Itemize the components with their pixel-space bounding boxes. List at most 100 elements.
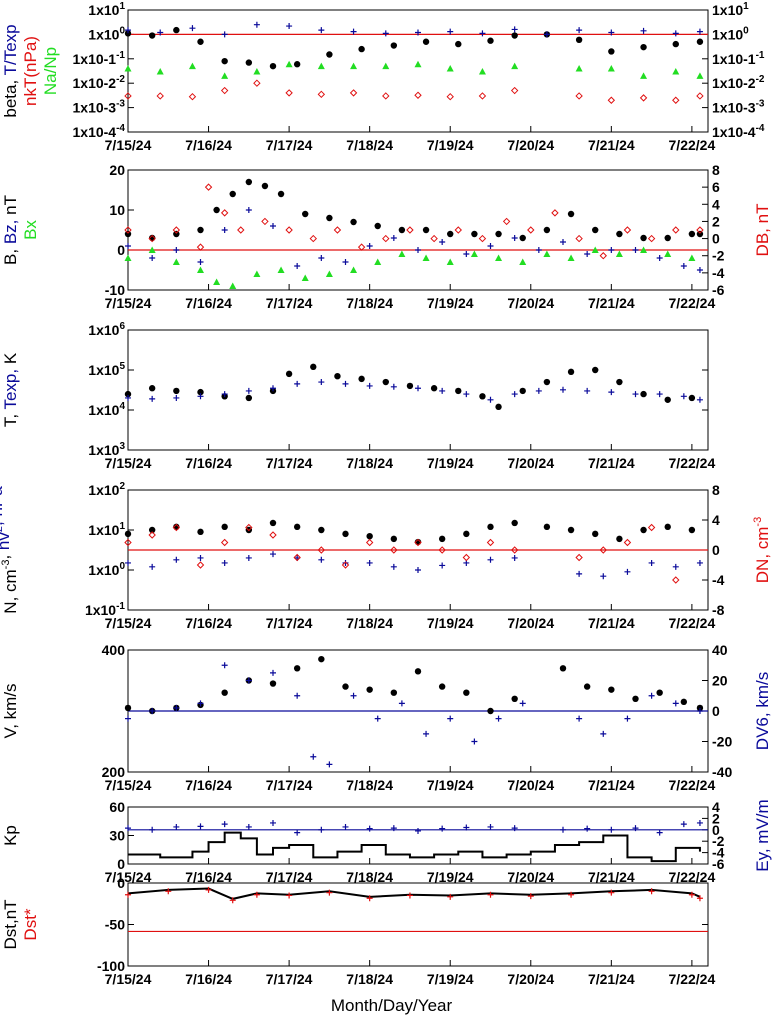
- p1-series-1-point: [479, 30, 486, 37]
- p1-series-1-point: [350, 28, 357, 35]
- p1-y2tick-label: 1x10-1-1: [712, 50, 765, 67]
- p2-xtick-label: 7/19/24: [427, 295, 474, 311]
- p5-y2tick-label: -40: [712, 764, 732, 780]
- p2-series-0-point: [245, 178, 253, 186]
- p1-series-3-point: [640, 72, 648, 79]
- p6-series-1-point: [463, 824, 470, 831]
- p7-series-0-line: [127, 887, 701, 900]
- p4-xtick-label: 7/19/24: [427, 615, 474, 631]
- p3-series-1-point: [366, 382, 373, 389]
- p2-series-3-point: [551, 209, 559, 217]
- p3-series-0-point: [479, 393, 486, 400]
- p2-series-2-point: [213, 278, 221, 285]
- p6-series-1-point: [560, 826, 566, 833]
- p1-ytick-label: 1x10-1-1: [73, 50, 126, 67]
- p3-series-1-point: [439, 387, 446, 394]
- p4-series-0-point: [293, 523, 301, 531]
- p4-series-0-point: [511, 519, 518, 527]
- p1-series-3-point: [607, 65, 615, 72]
- p1-frame: [127, 9, 709, 133]
- p4-ytick-label: 1x100: [88, 561, 125, 578]
- p5-series-1-point: [125, 715, 131, 722]
- p1-series-3-point: [382, 62, 390, 70]
- p2-series-3-point: [430, 234, 438, 243]
- p3-xtick-label: 7/15/24: [105, 455, 152, 471]
- p1-series-2-point: [382, 92, 390, 100]
- p2-series-3-point: [454, 226, 462, 234]
- p2-series-1-point: [197, 259, 204, 265]
- p2-series-0-point: [374, 222, 381, 230]
- p6-series-1-point: [487, 823, 494, 830]
- p6-xtick-label: 7/19/24: [427, 869, 474, 885]
- p1-series-3-point: [696, 72, 704, 79]
- p2-series-2-point: [197, 266, 204, 273]
- p5-series-0-point: [269, 680, 277, 687]
- p7-ylabel2: Dst*: [21, 908, 40, 941]
- p4-series-0-point: [390, 535, 398, 543]
- p1-series-1-point: [576, 27, 583, 34]
- p6-series-1-point: [294, 829, 301, 836]
- p5-xtick-label: 7/19/24: [427, 777, 474, 793]
- p5-series-0-point: [293, 665, 301, 672]
- p4-series-0-point: [438, 535, 446, 543]
- p6-series-1-point: [245, 823, 252, 830]
- p4-series-2-point: [599, 546, 607, 554]
- p1-series-1-point: [125, 27, 131, 34]
- p1-series-0-point: [575, 36, 583, 44]
- p7-series-1-point: [447, 893, 454, 900]
- p1-series-2-point: [607, 96, 616, 104]
- p3-series-0-point: [406, 382, 414, 390]
- p5-xtick-label: 7/18/24: [346, 777, 393, 793]
- p3-series-1-point: [390, 383, 397, 390]
- p3-series-0-point: [455, 387, 462, 395]
- p3-ytick-label: 1x103: [88, 441, 125, 458]
- p6-series-1-point: [608, 826, 615, 833]
- p6-xtick-label: 7/22/24: [669, 869, 716, 885]
- p2-series-1-point: [439, 239, 446, 245]
- p5-series-1-point: [326, 761, 333, 768]
- p6-y2tick-label: 2: [712, 810, 720, 826]
- p7-xtick-label: 7/16/24: [185, 971, 232, 987]
- p4-series-1-point: [173, 556, 180, 563]
- p3-series-1-point: [656, 391, 663, 398]
- p2-series-2-point: [615, 250, 623, 257]
- p3-series-0-point: [543, 378, 551, 386]
- p2-series-3-point: [599, 252, 607, 260]
- p2-series-1-point: [318, 255, 325, 261]
- p1-series-3-point: [285, 60, 293, 68]
- p3-series-0-point: [173, 387, 180, 395]
- p1-series-2-point: [672, 96, 680, 104]
- p2-xtick-label: 7/22/24: [669, 295, 716, 311]
- p2-y2tick-label: -4: [712, 265, 725, 281]
- p3-xtick-label: 7/18/24: [346, 455, 393, 471]
- p2-series-2-point: [446, 258, 454, 265]
- p1-series-1-point: [253, 21, 260, 28]
- p4-series-2-point: [623, 538, 632, 547]
- p1-series-0-point: [390, 42, 398, 49]
- p2-series-3-point: [502, 217, 511, 226]
- p1-series-3-point: [414, 60, 422, 68]
- p2-series-2-point: [470, 250, 478, 257]
- p5-series-1-point: [221, 662, 228, 669]
- p5-series-1-point: [310, 753, 317, 760]
- p3-series-1-point: [680, 393, 687, 400]
- p2-y2tick-label: -6: [712, 282, 725, 298]
- p7-xtick-label: 7/18/24: [346, 971, 393, 987]
- p4-series-0-point: [487, 523, 494, 531]
- p2-series-1-point: [245, 207, 252, 213]
- p6-series-1-point: [415, 827, 421, 834]
- p1-xtick-label: 7/21/24: [588, 137, 635, 153]
- p5-series-0-point: [221, 689, 228, 696]
- p5-series-1-point: [294, 692, 301, 699]
- p1-ytick-label: 1x10-4-4: [73, 123, 126, 140]
- p2-series-2-point: [148, 246, 156, 253]
- p4-series-0-point: [688, 526, 696, 534]
- p4-series-1-point: [576, 570, 583, 577]
- p4-series-1-point: [125, 559, 131, 566]
- p2-series-3-point: [285, 226, 293, 234]
- p1-ylabel2: nkT(nPa): [21, 36, 40, 106]
- p4-series-2-point: [220, 538, 229, 547]
- p4-series-1-point: [149, 563, 156, 570]
- p2-series-0-point: [350, 218, 357, 226]
- p5-series-1-point: [519, 700, 526, 707]
